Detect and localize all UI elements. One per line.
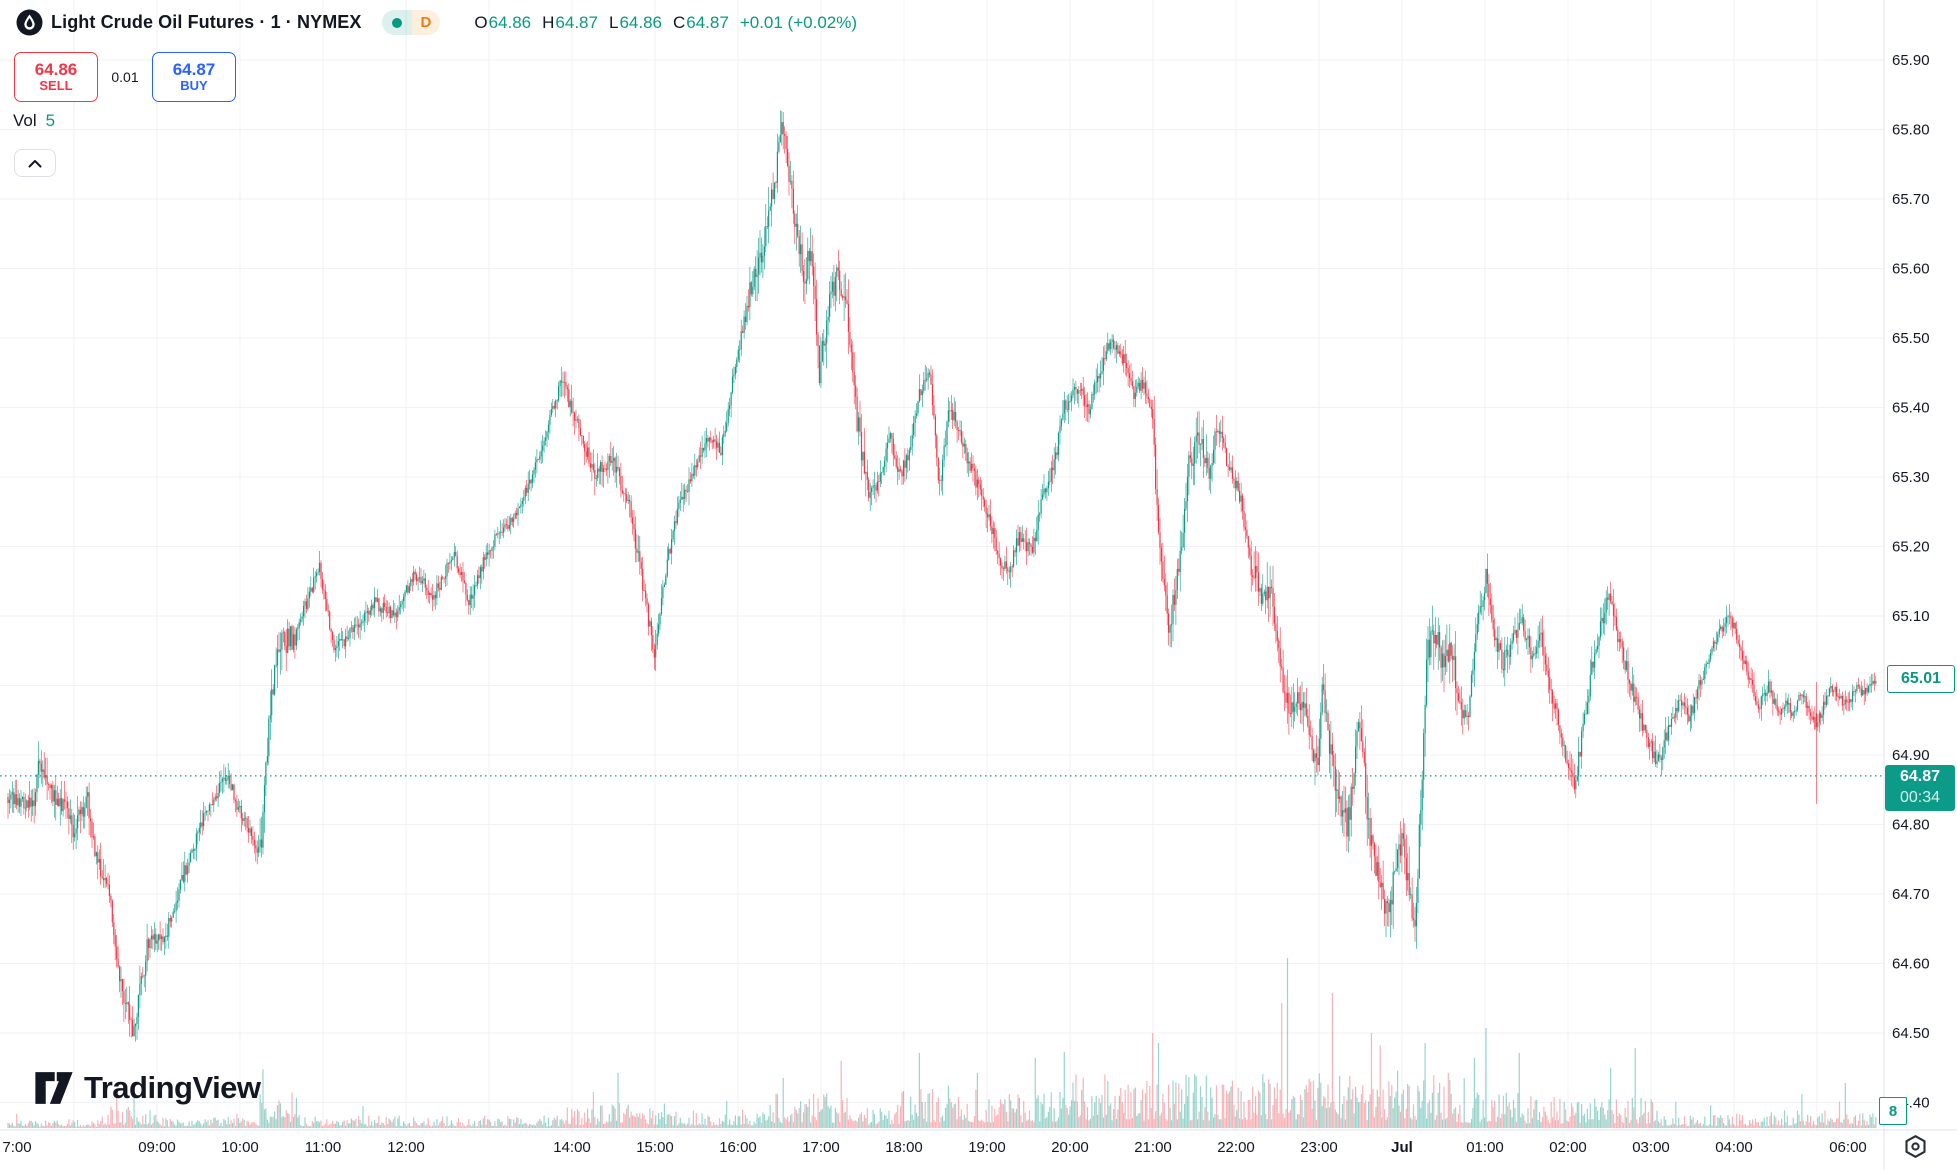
time-axis-tick[interactable]: 19:00 — [968, 1139, 1006, 1156]
last-price-label: 65.01 — [1887, 665, 1955, 693]
time-axis-tick[interactable]: 09:00 — [138, 1139, 176, 1156]
buy-button[interactable]: 64.87 BUY — [152, 52, 236, 102]
high-label: H — [542, 12, 555, 32]
time-axis-tick[interactable]: 20:00 — [1051, 1139, 1089, 1156]
time-axis-tick[interactable]: 11:00 — [305, 1139, 341, 1156]
time-axis-tick[interactable]: 21:00 — [1134, 1139, 1172, 1156]
sell-price: 64.86 — [34, 59, 78, 79]
collapse-panel-button[interactable] — [14, 149, 56, 177]
candle-bodies-down — [7, 122, 1875, 1037]
time-axis-tick[interactable]: 06:00 — [1829, 1139, 1867, 1156]
sell-button[interactable]: 64.86 SELL — [14, 52, 98, 102]
chevron-up-icon — [28, 159, 42, 168]
volume-bars-up — [8, 958, 1877, 1128]
price-axis-tick[interactable]: 64.90 — [1892, 747, 1930, 764]
change-value: +0.01 (+0.02%) — [739, 12, 858, 32]
candle-bodies-up — [8, 122, 1877, 1037]
oil-drop-icon — [16, 9, 43, 36]
time-axis-tick[interactable]: 01:00 — [1466, 1139, 1504, 1156]
time-axis-tick[interactable]: 18:00 — [885, 1139, 923, 1156]
buy-price: 64.87 — [172, 59, 216, 79]
candle-wicks-up — [9, 110, 1877, 1042]
time-axis-tick[interactable]: 02:00 — [1549, 1139, 1587, 1156]
price-axis-tick[interactable]: 64.70 — [1892, 886, 1930, 903]
buy-label: BUY — [180, 78, 208, 94]
time-axis-tick[interactable]: 15:00 — [636, 1139, 674, 1156]
open-value: 64.86 — [488, 12, 532, 32]
price-axis-tick[interactable]: 64.60 — [1892, 956, 1930, 973]
market-status-pill[interactable]: D — [381, 10, 441, 35]
high-value: 64.87 — [555, 12, 598, 32]
delayed-data-badge: D — [411, 10, 441, 35]
axis-settings-gear-icon[interactable] — [1902, 1133, 1929, 1160]
time-axis-tick[interactable]: 14:00 — [553, 1139, 591, 1156]
price-axis-tick[interactable]: 64.50 — [1892, 1025, 1930, 1042]
chart-gridlines — [0, 0, 1884, 1130]
price-axis-tick[interactable]: 65.90 — [1892, 52, 1930, 69]
time-axis-tick[interactable]: Jul — [1391, 1139, 1413, 1156]
ohlc-legend: O 64.86 H 64.87 L 64.86 C 64.87 +0.01 (+0.02… — [474, 13, 857, 33]
axis-scale-button[interactable]: 8 — [1879, 1097, 1907, 1125]
price-axis-tick[interactable]: 65.20 — [1892, 539, 1930, 556]
price-axis-tick[interactable]: 65.10 — [1892, 608, 1930, 625]
sell-label: SELL — [39, 78, 73, 94]
price-axis-tick[interactable]: 65.30 — [1892, 469, 1930, 486]
time-axis-tick[interactable]: 22:00 — [1217, 1139, 1255, 1156]
time-axis-tick[interactable]: 17:00 — [802, 1139, 840, 1156]
current-price-countdown-label: 64.87 00:34 — [1885, 765, 1955, 811]
tradingview-logo-icon — [34, 1070, 74, 1106]
price-axis-tick[interactable]: 65.70 — [1892, 191, 1930, 208]
price-axis-tick[interactable]: 65.60 — [1892, 261, 1930, 278]
time-axis-tick[interactable]: 23:00 — [1300, 1139, 1338, 1156]
low-value: 64.86 — [619, 12, 662, 32]
volume-value[interactable]: 5 — [45, 111, 56, 130]
price-axis-tick[interactable]: 65.50 — [1892, 330, 1930, 347]
close-label: C — [672, 12, 686, 32]
trade-panel: 64.86 SELL 0.01 64.87 BUY — [14, 52, 236, 102]
close-value: 64.87 — [686, 12, 729, 32]
time-axis-tick[interactable]: 16:00 — [719, 1139, 757, 1156]
time-axis-tick[interactable]: 12:00 — [387, 1139, 425, 1156]
low-label: L — [608, 12, 619, 32]
market-open-dot-icon — [391, 17, 402, 28]
bar-countdown-timer: 00:34 — [1899, 789, 1941, 806]
price-axis-tick[interactable]: 65.40 — [1892, 400, 1930, 417]
time-axis-tick[interactable]: 03:00 — [1632, 1139, 1670, 1156]
tradingview-logo-text: TradingView — [84, 1070, 261, 1105]
volume-legend: Vol 5 — [13, 111, 55, 131]
candle-wicks-down — [7, 112, 1875, 1038]
volume-label: Vol — [13, 111, 37, 130]
countdown-price: 64.87 — [1899, 768, 1941, 786]
volume-bars-down — [7, 993, 1875, 1128]
symbol-title[interactable]: Light Crude Oil Futures · 1 · NYMEX — [51, 12, 362, 32]
price-axis-tick[interactable]: 65.80 — [1892, 122, 1930, 139]
open-label: O — [474, 12, 488, 32]
price-axis-tick[interactable]: 64.80 — [1892, 817, 1930, 834]
time-axis-tick[interactable]: 10:00 — [221, 1139, 259, 1156]
time-axis-tick[interactable]: 7:00 — [2, 1139, 31, 1156]
tradingview-watermark[interactable]: TradingView — [34, 1070, 261, 1106]
spread-value: 0.01 — [111, 69, 139, 85]
time-axis-tick[interactable]: 04:00 — [1715, 1139, 1753, 1156]
